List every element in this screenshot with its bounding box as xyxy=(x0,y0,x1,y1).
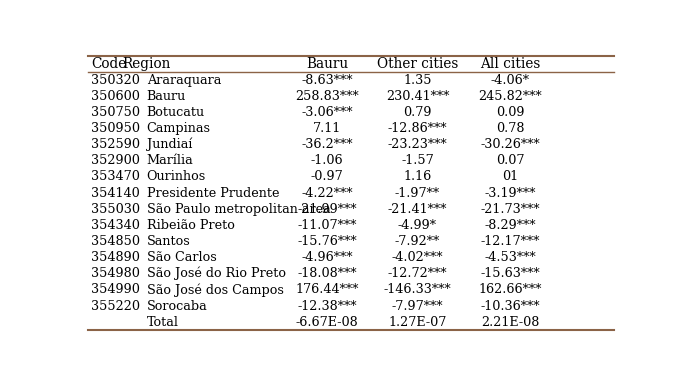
Text: 352590: 352590 xyxy=(91,138,140,151)
Text: 258.83***: 258.83*** xyxy=(295,90,359,103)
Text: -21.73***: -21.73*** xyxy=(481,203,540,216)
Text: -3.19***: -3.19*** xyxy=(485,186,536,200)
Text: São José dos Campos: São José dos Campos xyxy=(147,283,284,297)
Text: Ribeião Preto: Ribeião Preto xyxy=(147,219,234,232)
Text: 350320: 350320 xyxy=(91,74,140,87)
Text: -12.72***: -12.72*** xyxy=(388,267,447,280)
Text: -8.29***: -8.29*** xyxy=(484,219,536,232)
Text: 162.66***: 162.66*** xyxy=(479,284,542,296)
Text: 354890: 354890 xyxy=(91,251,140,264)
Text: -6.67E-08: -6.67E-08 xyxy=(296,316,358,329)
Text: -10.36***: -10.36*** xyxy=(481,300,540,312)
Text: -1.06: -1.06 xyxy=(311,154,343,167)
Text: -12.38***: -12.38*** xyxy=(297,300,357,312)
Text: -4.53***: -4.53*** xyxy=(484,251,536,264)
Text: -12.17***: -12.17*** xyxy=(481,235,540,248)
Text: Bauru: Bauru xyxy=(147,90,186,103)
Text: Code: Code xyxy=(91,57,126,71)
Text: 354340: 354340 xyxy=(91,219,140,232)
Text: São José do Rio Preto: São José do Rio Preto xyxy=(147,267,286,280)
Text: 1.16: 1.16 xyxy=(403,170,432,183)
Text: 350600: 350600 xyxy=(91,90,140,103)
Text: 352900: 352900 xyxy=(91,154,140,167)
Text: 0.79: 0.79 xyxy=(403,106,432,119)
Text: Araraquara: Araraquara xyxy=(147,74,221,87)
Text: -23.23***: -23.23*** xyxy=(388,138,447,151)
Text: -4.22***: -4.22*** xyxy=(301,186,353,200)
Text: -30.26***: -30.26*** xyxy=(480,138,540,151)
Text: -11.07***: -11.07*** xyxy=(297,219,357,232)
Text: Ourinhos: Ourinhos xyxy=(147,170,206,183)
Text: 176.44***: 176.44*** xyxy=(295,284,359,296)
Text: São Paulo metropolitan area: São Paulo metropolitan area xyxy=(147,203,330,216)
Text: -4.96***: -4.96*** xyxy=(301,251,353,264)
Text: 7.11: 7.11 xyxy=(313,122,341,135)
Text: 355220: 355220 xyxy=(91,300,140,312)
Text: 1.35: 1.35 xyxy=(403,74,432,87)
Text: -15.63***: -15.63*** xyxy=(480,267,540,280)
Text: 245.82***: 245.82*** xyxy=(479,90,542,103)
Text: -3.06***: -3.06*** xyxy=(301,106,353,119)
Text: 230.41***: 230.41*** xyxy=(386,90,449,103)
Text: São Carlos: São Carlos xyxy=(147,251,216,264)
Text: -1.57: -1.57 xyxy=(401,154,434,167)
Text: 0.78: 0.78 xyxy=(496,122,525,135)
Text: -4.02***: -4.02*** xyxy=(392,251,443,264)
Text: 355030: 355030 xyxy=(91,203,140,216)
Text: -12.86***: -12.86*** xyxy=(388,122,447,135)
Text: Sorocaba: Sorocaba xyxy=(147,300,208,312)
Text: 353470: 353470 xyxy=(91,170,140,183)
Text: 0.09: 0.09 xyxy=(496,106,525,119)
Text: Total: Total xyxy=(147,316,179,329)
Text: Jundiaí: Jundiaí xyxy=(147,138,192,151)
Text: -7.97***: -7.97*** xyxy=(392,300,443,312)
Text: -21.99***: -21.99*** xyxy=(297,203,357,216)
Text: -146.33***: -146.33*** xyxy=(384,284,451,296)
Text: -18.08***: -18.08*** xyxy=(297,267,357,280)
Text: 1.27E-07: 1.27E-07 xyxy=(388,316,447,329)
Text: Region: Region xyxy=(123,57,171,71)
Text: -4.06*: -4.06* xyxy=(491,74,530,87)
Text: Other cities: Other cities xyxy=(377,57,458,71)
Text: 2.21E-08: 2.21E-08 xyxy=(481,316,540,329)
Text: 0.07: 0.07 xyxy=(496,154,525,167)
Text: -36.2***: -36.2*** xyxy=(301,138,353,151)
Text: -4.99*: -4.99* xyxy=(398,219,437,232)
Text: Marília: Marília xyxy=(147,154,193,167)
Text: 350750: 350750 xyxy=(91,106,140,119)
Text: -7.92**: -7.92** xyxy=(395,235,440,248)
Text: Bauru: Bauru xyxy=(306,57,348,71)
Text: -15.76***: -15.76*** xyxy=(297,235,357,248)
Text: Presidente Prudente: Presidente Prudente xyxy=(147,186,279,200)
Text: Botucatu: Botucatu xyxy=(147,106,205,119)
Text: -8.63***: -8.63*** xyxy=(301,74,353,87)
Text: -21.41***: -21.41*** xyxy=(388,203,447,216)
Text: Santos: Santos xyxy=(147,235,190,248)
Text: -1.97**: -1.97** xyxy=(395,186,440,200)
Text: Campinas: Campinas xyxy=(147,122,211,135)
Text: 01: 01 xyxy=(502,170,519,183)
Text: 354850: 354850 xyxy=(91,235,140,248)
Text: -0.97: -0.97 xyxy=(311,170,344,183)
Text: 350950: 350950 xyxy=(91,122,140,135)
Text: All cities: All cities xyxy=(480,57,540,71)
Text: 354990: 354990 xyxy=(91,284,140,296)
Text: 354980: 354980 xyxy=(91,267,140,280)
Text: 354140: 354140 xyxy=(91,186,140,200)
